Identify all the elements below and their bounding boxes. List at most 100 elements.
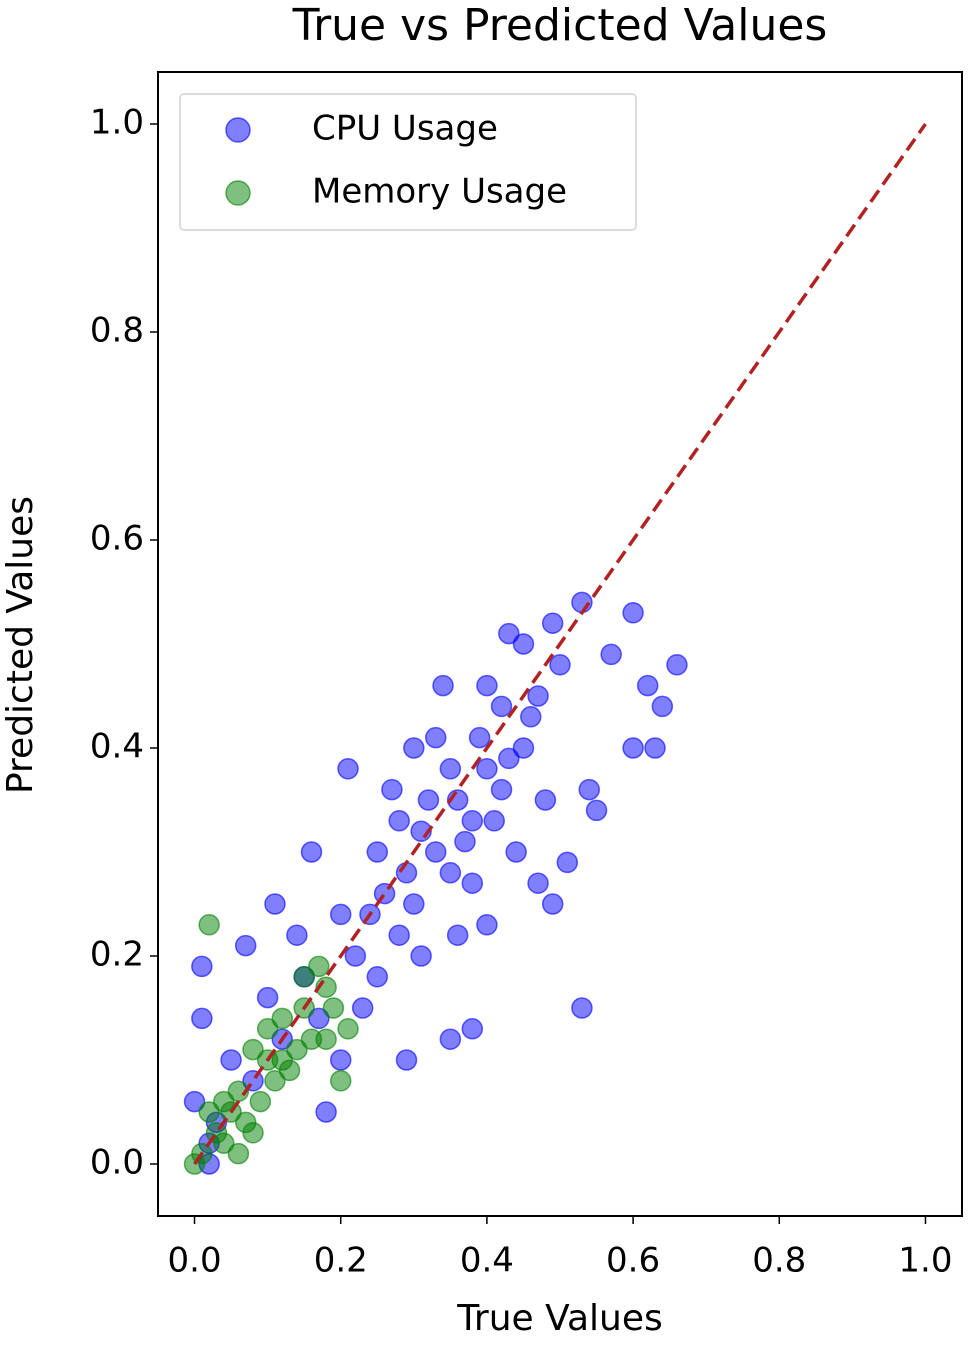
point — [308, 1007, 330, 1030]
point — [286, 1038, 308, 1061]
point — [424, 726, 447, 749]
point — [388, 924, 410, 946]
y-tick-label: 0.0 — [90, 1143, 144, 1183]
point — [242, 1038, 264, 1061]
point — [242, 1122, 264, 1144]
point — [403, 893, 425, 915]
y-tick-label: 0.2 — [90, 935, 144, 975]
point — [220, 1049, 242, 1071]
point — [322, 997, 345, 1019]
series-0 — [183, 591, 688, 1175]
point — [571, 591, 593, 614]
point — [468, 726, 491, 749]
point — [461, 1018, 484, 1040]
point — [213, 1090, 235, 1113]
point — [439, 862, 462, 884]
legend-label: Memory Usage — [312, 172, 567, 212]
y-tick-label: 0.6 — [90, 519, 144, 559]
point — [417, 789, 440, 811]
point — [191, 955, 213, 978]
point — [622, 602, 644, 624]
point — [249, 1090, 272, 1113]
point — [490, 695, 513, 718]
point — [300, 841, 323, 863]
point — [476, 674, 498, 697]
point — [366, 841, 389, 863]
point — [476, 914, 498, 936]
point — [344, 945, 367, 967]
point — [549, 654, 571, 676]
x-tick-label: 0.8 — [752, 1241, 806, 1281]
point — [439, 1028, 462, 1050]
point — [286, 924, 308, 946]
y-tick-label: 0.8 — [90, 311, 144, 351]
point — [366, 966, 389, 988]
point — [432, 674, 454, 697]
point — [264, 893, 286, 915]
point — [490, 778, 513, 801]
x-tick-label: 1.0 — [898, 1241, 952, 1281]
point — [395, 862, 418, 884]
reference-line — [193, 122, 927, 1166]
point — [227, 1142, 250, 1165]
point — [315, 1101, 337, 1123]
point — [329, 1070, 352, 1092]
point — [271, 1007, 294, 1030]
point — [541, 612, 564, 634]
point — [512, 737, 535, 759]
point — [483, 810, 505, 832]
point — [585, 799, 608, 822]
point — [183, 1090, 206, 1113]
point — [520, 706, 542, 728]
point — [337, 1018, 359, 1040]
y-tick-label: 0.4 — [90, 727, 144, 767]
x-tick-label: 0.6 — [606, 1241, 660, 1281]
point — [198, 1101, 220, 1123]
point — [213, 1132, 235, 1154]
legend-marker — [225, 117, 251, 143]
point — [541, 893, 564, 915]
legend-marker — [225, 180, 251, 206]
x-axis-label: True Values — [456, 1298, 663, 1339]
point — [622, 737, 644, 759]
point — [395, 1049, 418, 1071]
point — [527, 685, 549, 707]
point — [498, 747, 520, 770]
point — [556, 851, 579, 874]
x-tick-label: 0.2 — [314, 1241, 368, 1281]
point — [578, 778, 600, 801]
point — [410, 945, 432, 967]
point — [505, 841, 527, 863]
point — [644, 737, 666, 759]
point — [308, 955, 330, 978]
point — [666, 654, 688, 676]
point — [476, 758, 498, 780]
point — [439, 758, 462, 780]
point — [534, 789, 557, 811]
point — [315, 1028, 337, 1050]
plot-frame — [157, 71, 963, 1217]
point — [337, 758, 359, 780]
point — [293, 966, 315, 988]
point — [600, 643, 622, 666]
y-tick-label: 1.0 — [90, 103, 144, 143]
series-1 — [183, 914, 359, 1175]
x-tick-label: 0.4 — [460, 1241, 514, 1281]
point — [329, 903, 352, 926]
point — [271, 1049, 294, 1071]
point — [651, 695, 674, 718]
point — [329, 1049, 352, 1071]
y-axis-label: Predicted Values — [0, 496, 41, 794]
point — [527, 872, 549, 894]
point — [256, 1018, 279, 1040]
x-tick-label: 0.0 — [168, 1241, 222, 1281]
point — [424, 841, 447, 863]
point — [403, 737, 425, 759]
point — [461, 872, 484, 894]
point — [191, 1007, 213, 1030]
point — [512, 633, 535, 655]
point — [498, 622, 520, 645]
point — [571, 997, 593, 1019]
legend-label: CPU Usage — [312, 109, 498, 149]
